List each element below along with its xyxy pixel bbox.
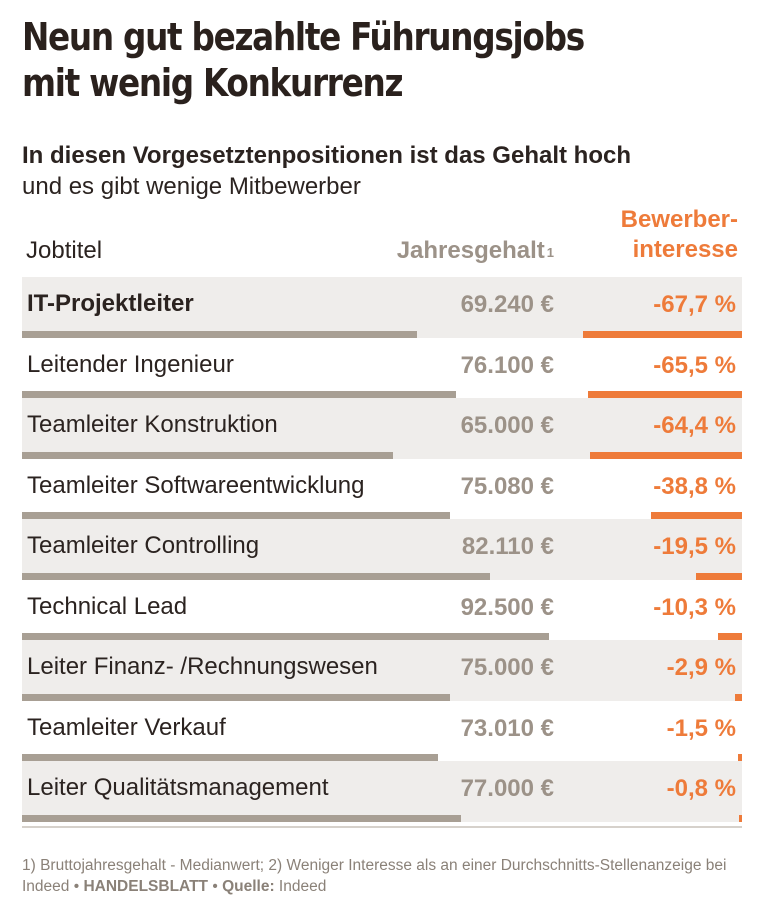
- table-row: Teamleiter Verkauf 73.010 € -1,5 %: [22, 701, 742, 761]
- interest-bar: [735, 693, 742, 701]
- header-salary-sup: 1: [546, 245, 554, 260]
- subtitle-normal: und es gibt wenige Mitbewerber: [22, 173, 361, 200]
- interest-bar: [650, 512, 742, 519]
- chart-subtitle: In diesen Vorgesetztenpositionen ist das…: [22, 140, 742, 202]
- table-row: Technical Lead 92.500 € -10,3 %: [22, 580, 742, 640]
- job-title: Teamleiter Softwareentwicklung: [27, 471, 365, 499]
- subtitle-bold: In diesen Vorgesetztenpositionen ist das…: [22, 142, 631, 169]
- salary-bar: [22, 572, 491, 580]
- salary-bar: [22, 330, 417, 338]
- job-title: Leiter Qualitätsmanagement: [27, 774, 329, 801]
- interest-label: -1,5 %: [666, 714, 736, 742]
- interest-label: -10,3 %: [653, 593, 736, 621]
- salary-bar: [22, 512, 450, 519]
- interest-label: -65,5 %: [653, 351, 736, 379]
- job-title: Leiter Finanz- /Rechnungswesen: [27, 653, 378, 680]
- interest-bar: [590, 451, 742, 459]
- interest-bar: [739, 814, 742, 822]
- table-row: Leiter Finanz- /Rechnungswesen 75.000 € -2…: [22, 640, 742, 701]
- table-row: Teamleiter Softwareentwicklung 75.080 € -3…: [22, 459, 742, 519]
- salary-label: 73.010 €: [460, 714, 554, 742]
- interest-bar: [696, 572, 742, 580]
- footnote-sep: •: [208, 878, 223, 895]
- salary-label: 77.000 €: [460, 775, 554, 802]
- header-salary: Jahresgehalt 1: [397, 236, 554, 266]
- footnote-source-label: Quelle:: [222, 878, 275, 895]
- footnote: 1) Bruttojahresgehalt - Medianwert; 2) W…: [22, 855, 747, 897]
- salary-bar: [22, 814, 461, 822]
- job-title: Teamleiter Verkauf: [27, 713, 226, 741]
- salary-label: 92.500 €: [460, 593, 554, 621]
- salary-bar: [22, 451, 393, 459]
- title-line-1: Neun gut bezahlte Führungsjobs: [22, 15, 585, 59]
- header-salary-label: Jahresgehalt: [396, 237, 545, 264]
- salary-label: 82.110 €: [461, 533, 554, 560]
- table-row: Teamleiter Controlling 82.110 € -19,5 %: [22, 519, 742, 580]
- salary-bar: [22, 693, 450, 701]
- salary-bar: [22, 391, 456, 398]
- interest-label: -67,7 %: [653, 291, 736, 318]
- data-table: IT-Projektleiter 69.240 € -67,7 % Leitender…: [22, 277, 742, 822]
- job-title: Teamleiter Konstruktion: [27, 411, 278, 438]
- salary-label: 75.080 €: [460, 472, 554, 500]
- salary-bar: [22, 754, 439, 761]
- salary-label: 75.000 €: [460, 654, 554, 681]
- interest-label: -19,5 %: [653, 533, 736, 560]
- interest-label: -38,8 %: [653, 472, 736, 500]
- footnote-text: 1) Bruttojahresgehalt - Medianwert; 2) W…: [22, 857, 727, 895]
- header-interest-line1: Bewerber-: [620, 206, 738, 233]
- chart-title: Neun gut bezahlte Führungsjobs mit wenig…: [22, 14, 641, 106]
- header-job: Jobtitel: [26, 237, 103, 264]
- interest-label: -0,8 %: [666, 775, 736, 802]
- footnote-brand: HANDELSBLATT: [83, 878, 209, 895]
- table-row: Leitender Ingenieur 76.100 € -65,5 %: [22, 338, 742, 398]
- salary-label: 76.100 €: [460, 351, 554, 379]
- table-row: Teamleiter Konstruktion 65.000 € -64,4 %: [22, 398, 742, 459]
- salary-label: 65.000 €: [460, 412, 554, 439]
- job-title: Technical Lead: [27, 592, 188, 620]
- interest-label: -2,9 %: [666, 654, 736, 681]
- job-title: IT-Projektleiter: [27, 290, 194, 317]
- header-interest: Bewerber- interesse2: [621, 205, 738, 295]
- header-interest-label: interesse: [632, 236, 738, 263]
- salary-label: 69.240 €: [460, 291, 554, 318]
- job-title: Teamleiter Controlling: [27, 532, 260, 559]
- interest-bar: [582, 330, 742, 338]
- table-row: IT-Projektleiter 69.240 € -67,7 %: [22, 277, 742, 338]
- job-title: Leitender Ingenieur: [27, 350, 234, 378]
- bottom-divider: [22, 826, 742, 828]
- interest-bar: [738, 754, 742, 761]
- footnote-source: Indeed: [274, 878, 327, 895]
- table-row: Leiter Qualitätsmanagement 77.000 € -0,8 %: [22, 761, 742, 822]
- interest-bar: [717, 633, 742, 640]
- salary-bar: [22, 633, 550, 640]
- interest-bar: [587, 391, 742, 398]
- title-line-2: mit wenig Konkurrenz: [22, 61, 403, 105]
- interest-label: -64,4 %: [653, 412, 736, 439]
